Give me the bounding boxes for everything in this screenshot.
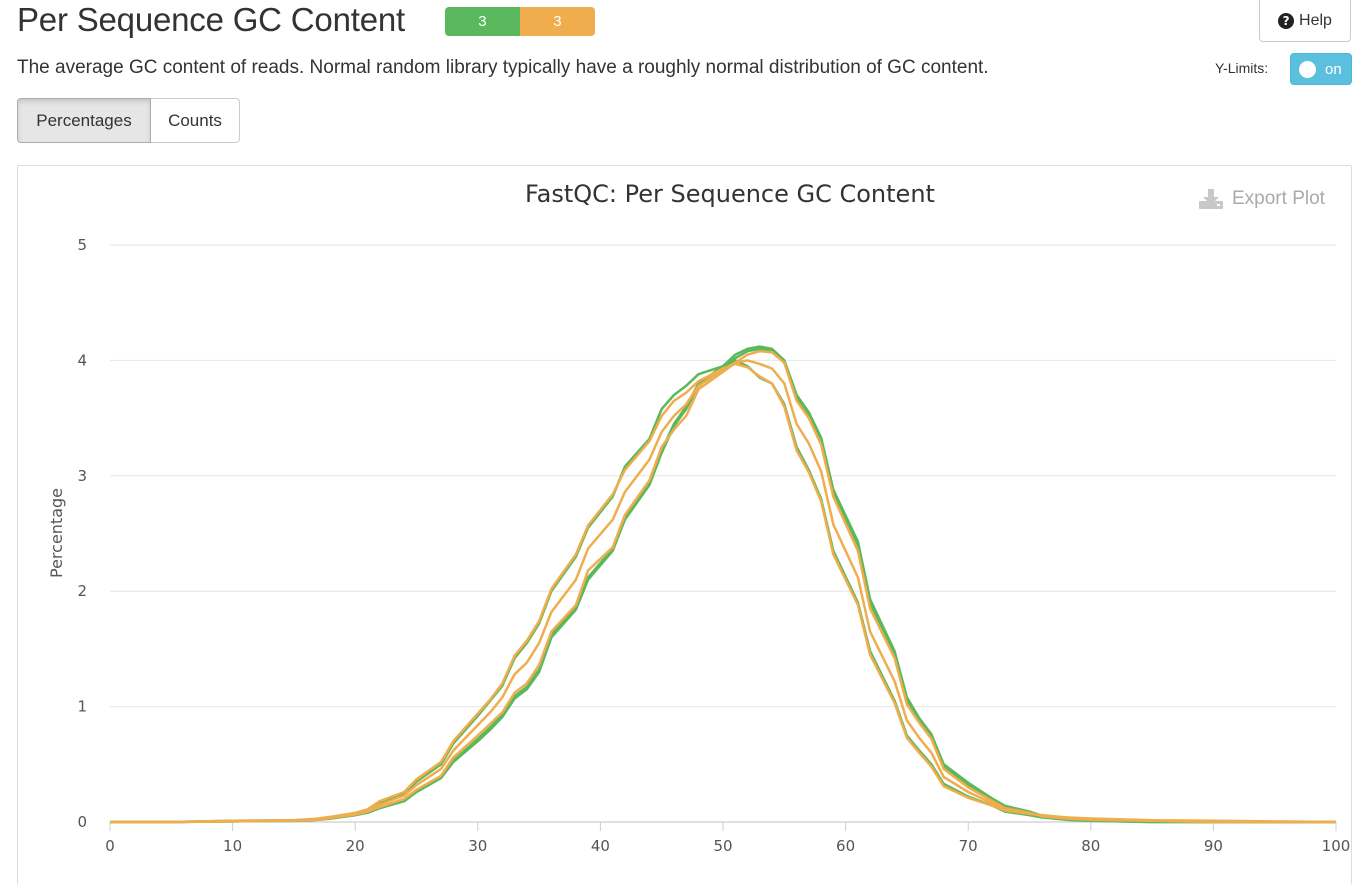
series-line-3[interactable] — [110, 345, 1336, 824]
series-line-4[interactable] — [110, 349, 1336, 824]
x-tick-label: 60 — [836, 837, 855, 855]
x-tick-label: 70 — [959, 837, 978, 855]
x-axis-ticks: 0 10 20 30 40 50 60 70 80 90 100 — [105, 822, 1350, 855]
export-plot-button[interactable]: Export Plot — [1198, 188, 1325, 210]
y-tick-label: 4 — [77, 351, 87, 369]
y-axis-label: Percentage — [47, 488, 66, 578]
plot-container — [17, 165, 1352, 885]
y-tick-label: 2 — [77, 582, 87, 600]
help-button[interactable]: ? Help — [1259, 0, 1351, 42]
percentages-button[interactable]: Percentages — [17, 98, 151, 143]
y-tick-label: 0 — [77, 813, 87, 831]
chart-series — [110, 345, 1337, 824]
status-badges: 3 3 — [444, 6, 595, 36]
y-axis-ticks: 0 1 2 3 4 5 — [77, 236, 87, 831]
x-tick-label: 50 — [713, 837, 732, 855]
y-tick-label: 3 — [77, 467, 87, 485]
export-plot-label: Export Plot — [1232, 188, 1325, 209]
y-tick-label: 5 — [77, 236, 87, 254]
page-title: Per Sequence GC Content — [17, 1, 405, 38]
y-tick-label: 1 — [77, 698, 87, 716]
question-circle-icon: ? — [1278, 12, 1295, 29]
x-tick-label: 40 — [591, 837, 610, 855]
x-tick-label: 20 — [346, 837, 365, 855]
warn-count-badge[interactable]: 3 — [519, 6, 595, 36]
x-tick-label: 100 — [1322, 837, 1351, 855]
ylimits-toggle[interactable]: on — [1290, 53, 1352, 85]
help-button-label: Help — [1299, 11, 1332, 29]
series-line-1[interactable] — [110, 347, 1336, 824]
x-tick-label: 0 — [105, 837, 115, 855]
toggle-knob — [1299, 60, 1316, 78]
data-type-toggle-group: Percentages Counts — [17, 98, 240, 143]
x-tick-label: 90 — [1204, 837, 1223, 855]
pass-count-badge[interactable]: 3 — [444, 6, 520, 36]
chart-grid — [110, 244, 1336, 823]
series-line-5[interactable] — [110, 362, 1337, 824]
x-tick-label: 80 — [1081, 837, 1100, 855]
chart-title: FastQC: Per Sequence GC Content — [525, 180, 935, 208]
section-description: The average GC content of reads. Normal … — [17, 57, 989, 78]
x-tick-label: 10 — [223, 837, 242, 855]
download-icon — [1199, 189, 1223, 209]
series-line-6[interactable] — [110, 359, 1337, 824]
counts-button[interactable]: Counts — [151, 98, 240, 143]
ylimits-label: Y-Limits: — [1215, 60, 1269, 76]
ylimits-toggle-state: on — [1325, 60, 1342, 78]
page-header: Per Sequence GC Content 3 3 — [17, 0, 595, 40]
x-tick-label: 30 — [468, 837, 487, 855]
